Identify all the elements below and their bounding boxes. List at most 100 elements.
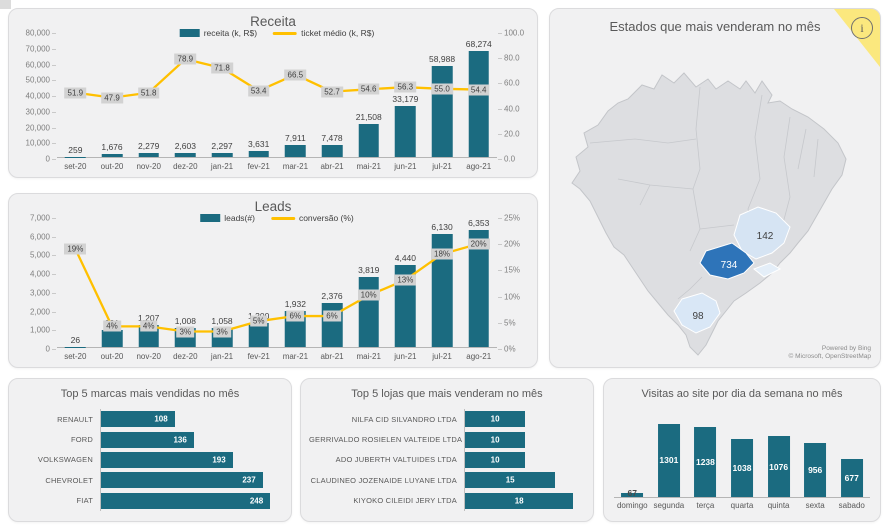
right-axis-ticks: 100.0 80.0 60.0 40.0 20.0 0.0 bbox=[497, 29, 531, 164]
bar-value-dez-20: 2,603 bbox=[174, 140, 196, 151]
axis-tickmark bbox=[52, 349, 56, 350]
bar-out-20 bbox=[101, 154, 123, 157]
axis-tick-label: 20% bbox=[504, 239, 521, 249]
info-icon[interactable]: i bbox=[851, 17, 873, 39]
category-label-jul-21: jul-21 bbox=[432, 352, 452, 361]
category-label-jan-21: jan-21 bbox=[210, 352, 234, 361]
category-label-out-20: out-20 bbox=[100, 352, 124, 361]
line-value-nov-20: 4% bbox=[139, 320, 158, 332]
bar-value-ago-21: 68,274 bbox=[465, 39, 492, 50]
bar-value-sabado: 677 bbox=[844, 472, 859, 483]
category-label-abr-21: abr-21 bbox=[320, 352, 344, 361]
bar-track: 248 bbox=[101, 492, 275, 509]
bar-4: 248 bbox=[101, 492, 271, 509]
line-value-jun-21: 13% bbox=[394, 274, 417, 286]
category-axis: set-20 out-20 nov-20 dez-20 jan-21 fev-21 mar-… bbox=[57, 158, 497, 174]
bar-slot-domingo: 67 bbox=[614, 407, 651, 498]
bar-0: 108 bbox=[101, 411, 175, 428]
category-label-out-20: out-20 bbox=[100, 162, 124, 171]
map-state-rio-grande-do-sul bbox=[673, 292, 721, 334]
category-label: FIAT bbox=[76, 496, 93, 506]
bar-slot-mar-21: 7,911 bbox=[277, 33, 314, 157]
chart-legend: receita (k, R$) ticket médio (k, R$) bbox=[179, 28, 375, 38]
map-attribution-line2: © Microsoft, OpenStreetMap bbox=[788, 353, 871, 360]
axis-tickmark bbox=[52, 292, 56, 294]
category-label-jun-21: jun-21 bbox=[394, 352, 417, 361]
axis-tick-label: 7,000 bbox=[29, 213, 50, 223]
map-state-rio-de-janeiro bbox=[753, 262, 782, 278]
axis-tick-label: 0 bbox=[45, 154, 50, 164]
line-value-abr-21: 52.7 bbox=[321, 86, 343, 98]
lojas-chart: NILFA CID SILVANDRO LTDA GERRIVALDO ROSIE… bbox=[309, 409, 577, 511]
bar-value-ago-21: 6,353 bbox=[468, 217, 490, 228]
map-state-sao-paulo bbox=[699, 242, 755, 280]
lojas-panel: Top 5 lojas que mais venderam no mês NIL… bbox=[300, 378, 594, 522]
category-label-mar-21: mar-21 bbox=[282, 352, 309, 361]
bar-value: 237 bbox=[242, 475, 256, 485]
category-label-quinta: quinta bbox=[767, 501, 790, 510]
line-value-jan-21: 3% bbox=[213, 326, 231, 338]
bar-value-abr-21: 2,376 bbox=[321, 291, 343, 302]
category-label-ago-21: ago-21 bbox=[466, 162, 492, 171]
category-label-fev-21: fev-21 bbox=[247, 352, 270, 361]
right-axis: 25% 20% 15% 10% 5% 0% bbox=[497, 214, 531, 364]
axis-tick-label: 80.0 bbox=[504, 53, 520, 63]
line-value-out-20: 4% bbox=[103, 320, 121, 332]
bar-abr-21 bbox=[321, 145, 343, 157]
legend-line-swatch bbox=[273, 31, 298, 35]
bar-slot-ago-21: 68,274 bbox=[460, 33, 497, 157]
state-borders bbox=[589, 86, 819, 300]
leads-title: Leads bbox=[254, 199, 292, 214]
axis-tickmark bbox=[498, 322, 502, 324]
bar-tracks: 108 136 193 237 248 bbox=[100, 409, 275, 511]
legend-label: conversão (%) bbox=[298, 213, 354, 223]
bar-nov-20 bbox=[138, 153, 159, 157]
axis-tick-label: 0 bbox=[45, 344, 50, 354]
category-label: GERRIVALDO ROSIELEN VALTEIDE LTDA bbox=[309, 435, 463, 445]
right-axis-ticks: 25% 20% 15% 10% 5% 0% bbox=[497, 214, 531, 354]
bar-value: 108 bbox=[154, 414, 168, 424]
bar-out-20 bbox=[101, 329, 123, 347]
axis-tickmark bbox=[498, 83, 502, 85]
bar-value-sexta: 956 bbox=[808, 465, 823, 476]
category-label-fev-21: fev-21 bbox=[247, 162, 270, 171]
line-value-jul-21: 18% bbox=[430, 248, 454, 260]
bar-slot-mai-21: 21,508 bbox=[350, 33, 387, 157]
axis-tickmark bbox=[52, 111, 56, 113]
line-value-jun-21: 56.3 bbox=[394, 81, 417, 93]
legend-item-bar: receita (k, R$) bbox=[179, 28, 258, 38]
line-value-nov-20: 51.8 bbox=[137, 87, 160, 99]
category-label-terça: terça bbox=[696, 501, 715, 510]
legend-label: receita (k, R$) bbox=[203, 28, 258, 38]
bar-track: 18 bbox=[465, 492, 577, 509]
chart-legend: leads(#) conversão (%) bbox=[200, 213, 354, 223]
legend-label: ticket médio (k, R$) bbox=[301, 28, 375, 38]
bar-ago-21 bbox=[468, 229, 489, 347]
category-label-nov-20: nov-20 bbox=[136, 352, 161, 361]
bar-slot-abr-21: 7,478 bbox=[314, 33, 351, 157]
category-label: VOLKSWAGEN bbox=[37, 455, 93, 465]
bar-value-jul-21: 58,988 bbox=[429, 53, 456, 64]
axis-tick-label: 20,000 bbox=[25, 123, 50, 132]
bar-slot-sabado: 677 bbox=[833, 407, 870, 497]
bar-slot-sexta: 956 bbox=[797, 407, 834, 497]
bar-value-abr-21: 7,478 bbox=[321, 133, 343, 144]
axis-tick-label: 80,000 bbox=[25, 28, 50, 38]
visitas-chart: 67 1301 1238 1038 1076 956 677 domingo segunda te… bbox=[614, 407, 870, 513]
line-series bbox=[57, 218, 497, 347]
bar-dez-20 bbox=[175, 152, 196, 157]
category-label-dez-20: dez-20 bbox=[173, 352, 198, 361]
bar-ago-21 bbox=[468, 51, 489, 157]
bar-track: 10 bbox=[465, 411, 577, 428]
bar-slot-terça: 1238 bbox=[687, 407, 724, 497]
left-axis: 7,000 6,000 5,000 4,000 3,000 2,000 1,000 0 bbox=[15, 214, 57, 364]
category-label-ago-21: ago-21 bbox=[466, 352, 492, 361]
plot-area: 67 1301 1238 1038 1076 956 677 bbox=[614, 407, 870, 498]
category-labels: RENAULT FORD VOLKSWAGEN CHEVROLET FIAT bbox=[17, 409, 100, 511]
bar-track: 193 bbox=[101, 451, 275, 468]
bar-value-nov-20: 2,279 bbox=[138, 141, 160, 152]
estados-map-panel: Estados que mais venderam no mês 142 734… bbox=[549, 8, 881, 368]
bar-terça: 1238 bbox=[694, 427, 717, 497]
bar-slot-dez-20: 2,603 bbox=[167, 33, 204, 157]
axis-tickmark bbox=[52, 311, 56, 313]
